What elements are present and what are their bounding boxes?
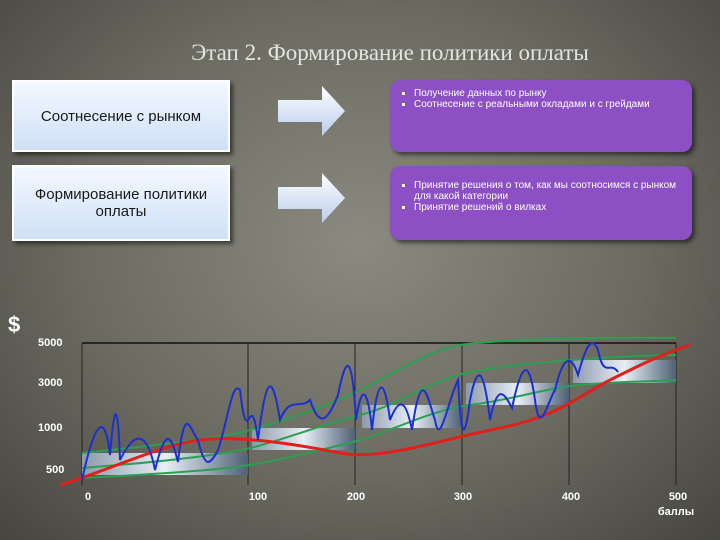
arrow: [278, 86, 345, 136]
y-tick-label: 3000: [38, 377, 62, 389]
x-tick-label: 100: [249, 491, 267, 503]
x-tick-label: 500: [669, 491, 687, 503]
row-label: Формирование политики оплаты: [12, 165, 230, 241]
arrow: [278, 173, 345, 223]
bullet: Принятие решения о том, как мы соотносим…: [414, 180, 682, 202]
bullet: Получение данных по рынку: [414, 88, 682, 99]
x-tick-label: 400: [562, 491, 580, 503]
y-tick-label: 1000: [38, 422, 62, 434]
x-tick-label: 0: [85, 491, 91, 503]
x-tick-label: 300: [454, 491, 472, 503]
bullet: Принятие решений о вилках: [414, 202, 682, 213]
bullet-box: Получение данных по рынкуСоотнесение с р…: [390, 80, 692, 152]
y-tick-label: 5000: [38, 337, 62, 349]
slide-title: Этап 2. Формирование политики оплаты: [191, 40, 589, 65]
y-axis-label: $: [8, 312, 20, 337]
row-label: Соотнесение с рынком: [12, 80, 230, 152]
bullet: Соотнесение с реальными окладами и с гре…: [414, 99, 682, 110]
x-axis-label: баллы: [658, 506, 694, 518]
plot: [59, 336, 691, 487]
y-tick-label: 500: [46, 464, 64, 476]
x-tick-label: 200: [347, 491, 365, 503]
bullet-box: Принятие решения о том, как мы соотносим…: [390, 166, 692, 240]
